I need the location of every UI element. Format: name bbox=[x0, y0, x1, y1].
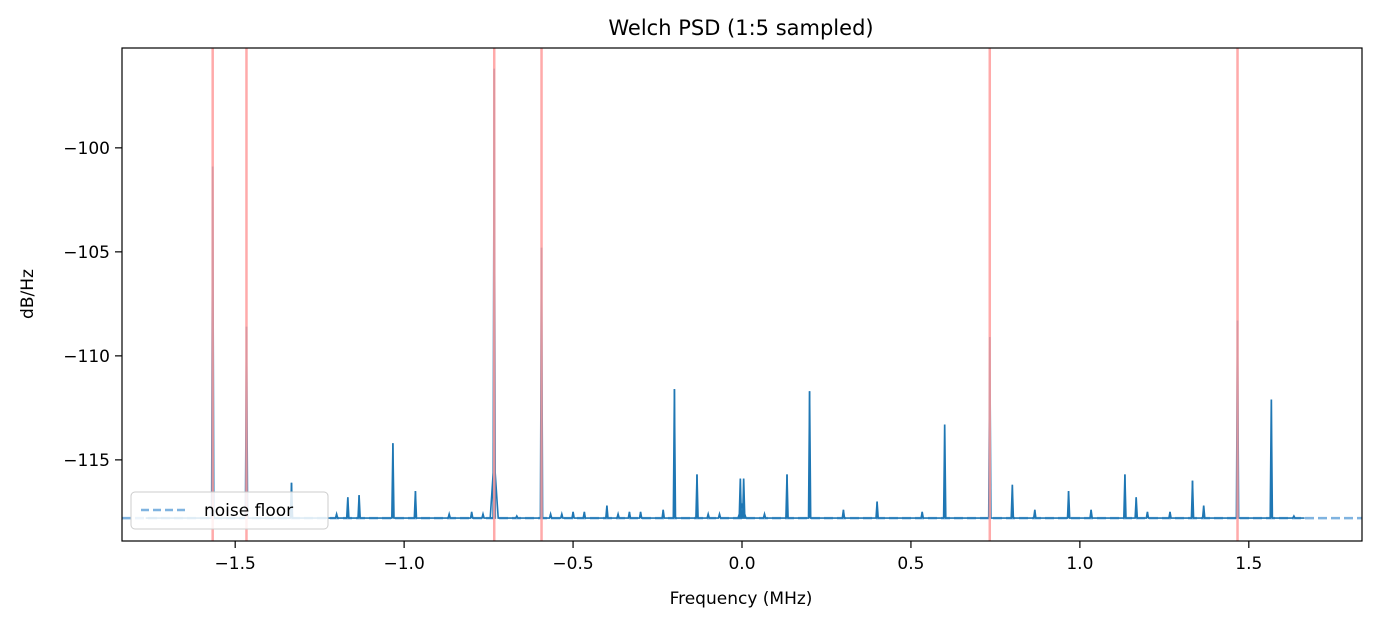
y-tick-label: −115 bbox=[63, 451, 110, 471]
y-axis-label: dB/Hz bbox=[18, 269, 38, 319]
legend-box bbox=[130, 491, 329, 530]
plot-area-frame bbox=[121, 47, 1363, 542]
x-tick-label: −1.0 bbox=[383, 554, 424, 574]
x-axis-label: Frequency (MHz) bbox=[670, 589, 813, 609]
legend: noise floor bbox=[130, 491, 329, 530]
y-tick-label: −105 bbox=[63, 243, 110, 263]
psd-trace bbox=[145, 68, 1305, 519]
legend-noise-floor-label: noise floor bbox=[204, 501, 293, 521]
y-tick-label: −110 bbox=[63, 347, 110, 367]
x-tick-label: 1.0 bbox=[1066, 554, 1093, 574]
x-tick-label: 0.0 bbox=[728, 554, 755, 574]
y-tick-label: −100 bbox=[63, 139, 110, 159]
x-tick-label: −0.5 bbox=[552, 554, 593, 574]
chart-title: Welch PSD (1:5 sampled) bbox=[608, 16, 873, 40]
x-tick-label: 1.5 bbox=[1235, 554, 1262, 574]
x-tick-label: −1.5 bbox=[215, 554, 256, 574]
x-tick-label: 0.5 bbox=[897, 554, 924, 574]
